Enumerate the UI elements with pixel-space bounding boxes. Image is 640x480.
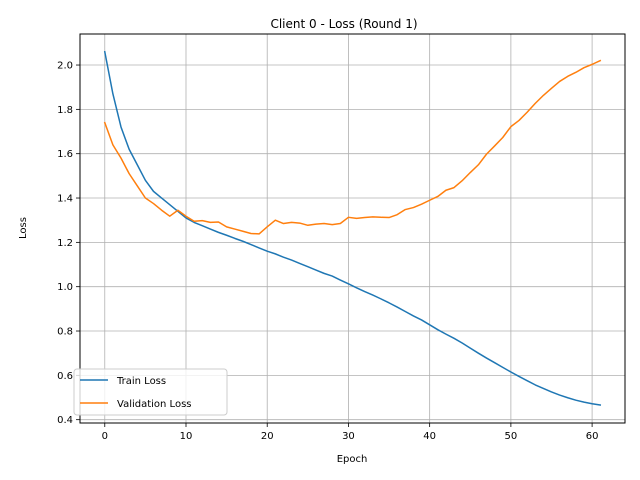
x-tick-label: 30 — [342, 431, 355, 442]
y-tick-label: 1.8 — [57, 105, 73, 116]
y-tick-label: 1.4 — [57, 194, 73, 205]
x-tick-label: 10 — [180, 431, 193, 442]
series-line-train-loss — [103, 50, 602, 406]
legend-label-validation-loss: Validation Loss — [117, 399, 192, 410]
y-axis: 0.4 0.6 0.8 1.0 1.2 1.4 1.6 1.8 2.0 — [57, 61, 80, 426]
x-tick-label: 20 — [261, 431, 274, 442]
y-tick-label: 2.0 — [57, 61, 73, 72]
legend-label-train-loss: Train Loss — [116, 376, 166, 387]
legend: Train Loss Validation Loss — [73, 368, 228, 416]
series-line-validation-loss — [103, 59, 602, 235]
y-tick-label: 1.6 — [57, 149, 73, 160]
y-tick-label: 0.4 — [57, 415, 73, 426]
series-layer — [103, 50, 602, 406]
x-tick-label: 40 — [423, 431, 436, 442]
plot-frame — [79, 33, 626, 424]
legend-box — [73, 368, 228, 416]
y-tick-label: 0.6 — [57, 371, 73, 382]
y-axis-label: Loss — [18, 217, 29, 239]
y-tick-label: 0.8 — [57, 327, 73, 338]
y-tick-label: 1.2 — [57, 238, 73, 249]
chart-title: Client 0 - Loss (Round 1) — [270, 17, 417, 31]
x-tick-label: 50 — [505, 431, 518, 442]
y-tick-label: 1.0 — [57, 282, 73, 293]
x-axis: 0 10 20 30 40 50 60 — [102, 423, 599, 442]
x-tick-label: 60 — [586, 431, 599, 442]
x-tick-label: 0 — [102, 431, 108, 442]
x-axis-label: Epoch — [337, 454, 368, 465]
